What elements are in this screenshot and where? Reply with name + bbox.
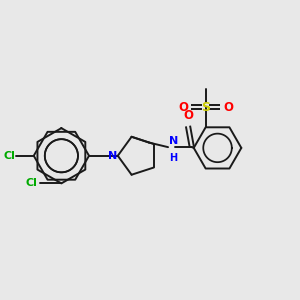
- Text: O: O: [178, 101, 188, 114]
- Text: N: N: [108, 151, 117, 161]
- Text: S: S: [201, 101, 210, 114]
- Text: Cl: Cl: [3, 151, 15, 161]
- Text: N: N: [169, 136, 178, 146]
- Text: O: O: [223, 101, 233, 114]
- Text: H: H: [169, 152, 177, 163]
- Text: O: O: [183, 109, 193, 122]
- Text: Cl: Cl: [25, 178, 37, 188]
